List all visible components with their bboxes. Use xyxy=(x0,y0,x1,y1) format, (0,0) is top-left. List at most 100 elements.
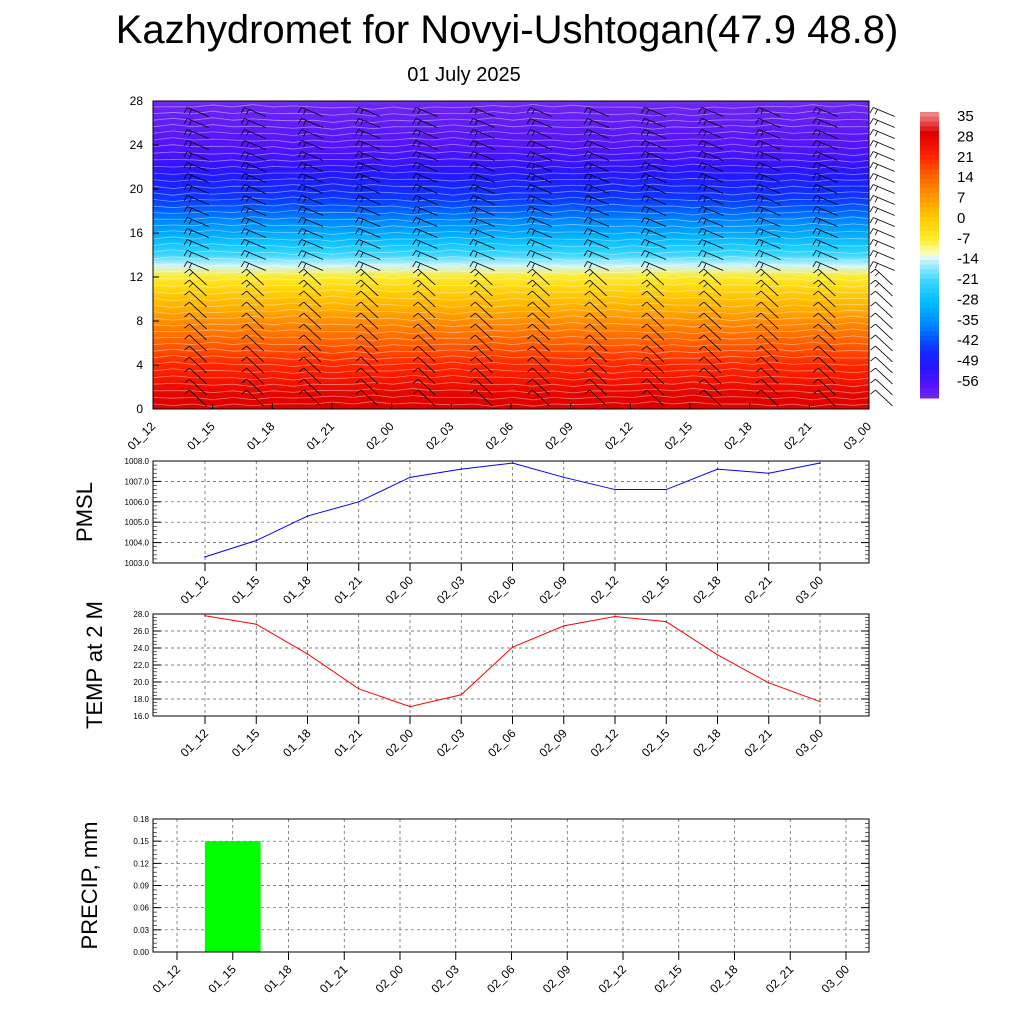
x-tick-label: 02_12 xyxy=(588,573,622,607)
colorbar-segment xyxy=(920,159,939,165)
wind-barb xyxy=(526,151,552,161)
wind-barb xyxy=(298,345,322,363)
wind-barb xyxy=(812,239,838,249)
colorbar-segment xyxy=(920,235,939,242)
wind-barb xyxy=(698,195,724,205)
wind-barb xyxy=(755,206,781,216)
colorbar-label: 0 xyxy=(957,210,965,227)
x-tick-label: 01_18 xyxy=(280,726,314,760)
x-tick-label: 01_12 xyxy=(150,962,184,996)
wind-barb xyxy=(698,279,722,297)
data-point xyxy=(614,488,616,491)
wind-barb xyxy=(184,290,207,308)
wind-barb xyxy=(412,323,436,341)
data-point xyxy=(562,625,565,627)
wind-barb xyxy=(297,151,324,161)
y-tick-label: 26.0 xyxy=(133,627,149,636)
colorbar-segment xyxy=(920,378,939,385)
wind-barb xyxy=(583,140,610,150)
wind-barb xyxy=(412,378,436,396)
wind-barb xyxy=(183,173,209,183)
wind-barb xyxy=(298,290,322,308)
x-tick-label: 01_12 xyxy=(178,573,212,607)
x-tick-label: 02_06 xyxy=(485,573,519,607)
wind-barb xyxy=(469,239,495,249)
colorbar-segment xyxy=(920,250,939,256)
wind-barb xyxy=(469,261,495,271)
wind-barb xyxy=(812,217,838,227)
wind-barb xyxy=(184,356,207,374)
wind-barb xyxy=(698,367,722,385)
colorbar-segment xyxy=(920,336,939,342)
wind-barb xyxy=(755,228,781,238)
wind-barb xyxy=(183,118,209,128)
wind-barb xyxy=(412,279,436,297)
y-tick-label: 20 xyxy=(130,182,144,196)
wind-barb xyxy=(584,323,607,341)
wind-barb xyxy=(583,250,610,260)
y-axis-title: TEMP at 2 M xyxy=(82,601,107,729)
wind-barb xyxy=(297,239,324,249)
x-tick-label: 02_09 xyxy=(536,573,570,607)
wind-barb xyxy=(640,173,667,183)
wind-barb xyxy=(640,195,667,205)
y-axis-title: PRECIP, mm xyxy=(77,822,102,950)
y-tick-label: 1004.0 xyxy=(125,539,150,548)
isotherm-lines xyxy=(153,104,869,407)
x-tick-label: 02_03 xyxy=(434,726,468,760)
wind-barb xyxy=(584,389,607,407)
data-point xyxy=(306,653,309,655)
chart-title: Kazhydromet for Novyi-Ushtogan(47.9 48.8… xyxy=(115,8,899,52)
data-point xyxy=(255,539,258,542)
colorbar-segment xyxy=(920,321,939,327)
x-tick-label: 02_00 xyxy=(383,726,417,760)
wind-barb xyxy=(297,228,324,238)
wind-barb xyxy=(813,334,836,352)
wind-barb xyxy=(297,173,324,183)
wind-barb xyxy=(755,334,779,352)
colorbar-label: -28 xyxy=(957,291,979,308)
wind-barb xyxy=(298,367,322,385)
x-tick-label: 03_00 xyxy=(841,419,875,453)
wind-barb xyxy=(355,367,379,385)
pmsl-panel: 1003.0 1004.0 1005.0 1006.0 1007.0 1008.0 01_1… xyxy=(72,457,870,607)
x-tick-label: 02_21 xyxy=(741,726,775,760)
wind-barb xyxy=(583,151,610,161)
wind-barb xyxy=(184,389,207,407)
wind-barb xyxy=(583,206,610,216)
colorbar-segment xyxy=(920,112,939,118)
wind-barb xyxy=(240,184,267,194)
wind-barb xyxy=(869,151,895,161)
colorbar-label: 14 xyxy=(957,169,974,186)
wind-barb xyxy=(640,250,667,260)
colorbar-label: -42 xyxy=(957,332,979,349)
wind-barb xyxy=(298,356,322,374)
wind-barb xyxy=(870,312,893,330)
colorbar-segment xyxy=(920,259,939,266)
wind-barb xyxy=(298,301,322,319)
data-point xyxy=(562,476,565,479)
y-tick-label: 28 xyxy=(130,94,144,108)
wind-barb xyxy=(755,312,779,330)
wind-barb xyxy=(870,323,893,341)
wind-barb xyxy=(813,323,836,341)
wind-barb xyxy=(869,206,895,216)
wind-barb xyxy=(583,107,610,117)
wind-barb xyxy=(869,140,895,150)
wind-barb xyxy=(526,184,552,194)
wind-barb xyxy=(355,261,381,271)
wind-barb xyxy=(755,239,781,249)
wind-barb xyxy=(869,129,895,139)
data-point xyxy=(357,688,360,690)
data-point xyxy=(409,476,411,479)
wind-barb xyxy=(240,261,267,271)
wind-barb xyxy=(698,228,724,238)
wind-barb xyxy=(412,162,438,172)
wind-barb xyxy=(469,107,495,117)
colorbar-segment xyxy=(920,274,939,280)
x-tick-label: 02_18 xyxy=(690,726,724,760)
wind-barb xyxy=(813,367,836,385)
wind-barb xyxy=(183,195,209,205)
wind-barb xyxy=(184,367,207,385)
y-tick-label: 22.0 xyxy=(133,661,149,670)
